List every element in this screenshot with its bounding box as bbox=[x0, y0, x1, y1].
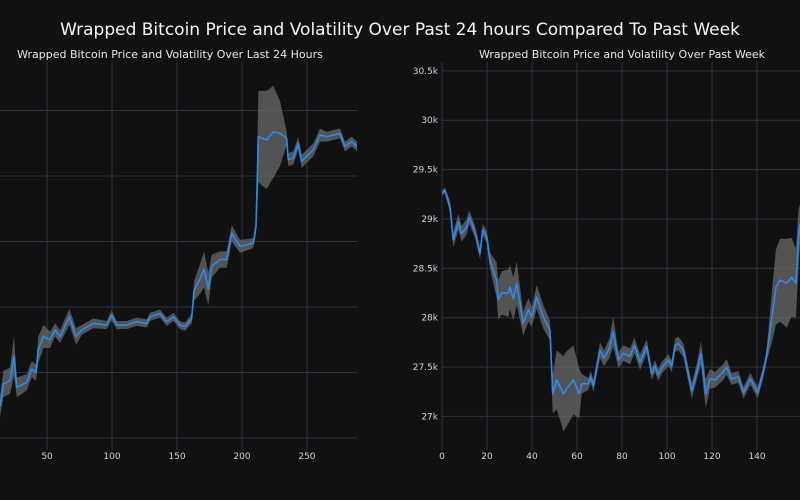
x-tick-label: 100 bbox=[103, 452, 120, 462]
chart-week-title: Wrapped Bitcoin Price and Volatility Ove… bbox=[478, 48, 766, 61]
volatility-band bbox=[0, 85, 357, 417]
x-tick-label: 100 bbox=[658, 452, 675, 462]
x-tick-label: 140 bbox=[748, 452, 765, 462]
x-tick-label: 120 bbox=[703, 452, 720, 462]
price-line bbox=[442, 189, 800, 395]
y-tick-label: 30k bbox=[421, 116, 438, 126]
x-tick-label: 80 bbox=[616, 452, 628, 462]
chart-24h-title: Wrapped Bitcoin Price and Volatility Ove… bbox=[17, 48, 323, 61]
plot-area bbox=[0, 85, 357, 417]
y-tick-label: 29.5k bbox=[413, 166, 439, 176]
y-tick-label: 30.5k bbox=[413, 67, 439, 77]
volatility-band bbox=[442, 187, 800, 432]
plot-area bbox=[442, 187, 800, 432]
x-tick-label: 0 bbox=[439, 452, 445, 462]
x-tick-label: 250 bbox=[298, 452, 315, 462]
x-tick-label: 60 bbox=[571, 452, 583, 462]
x-tick-label: 150 bbox=[168, 452, 185, 462]
y-tick-label: 28.5k bbox=[413, 264, 439, 274]
x-tick-label: 50 bbox=[41, 452, 53, 462]
x-tick-label: 200 bbox=[233, 452, 250, 462]
main-title: Wrapped Bitcoin Price and Volatility Ove… bbox=[60, 20, 740, 40]
y-tick-label: 29k bbox=[421, 215, 438, 225]
y-tick-label: 27k bbox=[421, 412, 438, 422]
x-tick-label: 20 bbox=[481, 452, 493, 462]
y-tick-label: 28k bbox=[421, 314, 438, 324]
x-tick-label: 40 bbox=[526, 452, 538, 462]
y-tick-label: 27.5k bbox=[413, 363, 439, 373]
